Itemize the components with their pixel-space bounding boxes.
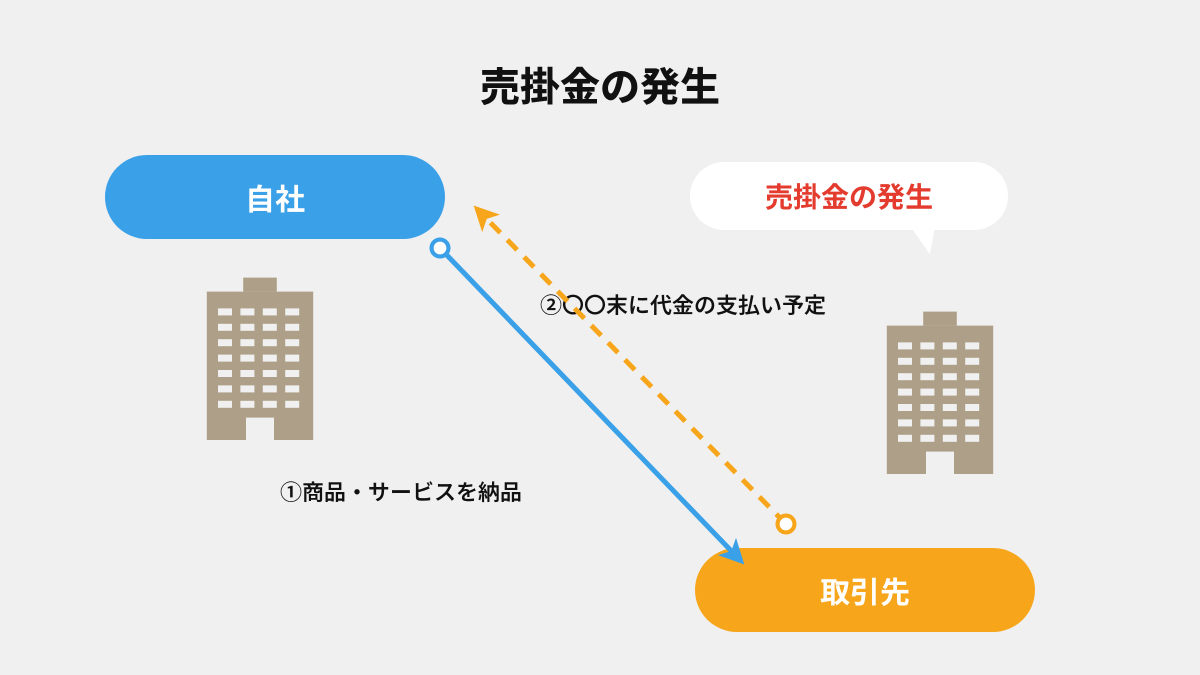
diagram-title: 売掛金の発生	[0, 55, 1200, 113]
label-payment-schedule: ②〇〇末に代金の支払い予定	[540, 288, 826, 320]
node-partner: 取引先	[695, 548, 1035, 632]
speech-bubble-text: 売掛金の発生	[765, 176, 933, 216]
speech-bubble-tail	[910, 226, 946, 254]
label-deliver-goods: ①商品・サービスを納品	[280, 475, 522, 507]
building-icon	[190, 272, 330, 440]
building-icon	[870, 306, 1010, 474]
diagram-canvas: 売掛金の発生 自社 取引先 売掛金の発生 ①商品・サービスを納品 ②〇〇末に代金…	[0, 0, 1200, 675]
node-partner-label: 取引先	[820, 568, 910, 612]
arrow-payment	[478, 210, 786, 524]
speech-bubble: 売掛金の発生	[690, 162, 1008, 230]
node-self-company-label: 自社	[245, 175, 305, 219]
node-self-company: 自社	[105, 155, 445, 239]
